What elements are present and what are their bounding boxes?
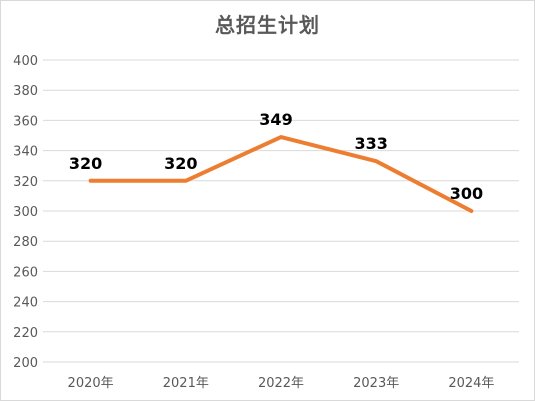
data-label: 300 [450,184,483,203]
data-label: 320 [164,154,197,173]
y-tick-label: 400 [13,54,38,69]
data-label: 320 [69,154,102,173]
series-line [88,135,474,213]
y-tick-label: 240 [13,296,38,311]
x-tick-label: 2022年 [258,376,304,391]
y-tick-label: 260 [13,265,38,280]
y-tick-label: 320 [13,175,38,190]
y-tick-label: 340 [13,145,38,160]
y-tick-label: 380 [13,84,38,99]
y-tick-label: 220 [13,326,38,341]
y-tick-label: 360 [13,114,38,129]
data-label: 349 [259,110,292,129]
data-label: 333 [354,134,387,153]
y-tick-label: 200 [13,356,38,371]
x-tick-label: 2023年 [353,376,399,391]
x-tick-label: 2021年 [163,376,209,391]
y-tick-label: 280 [13,235,38,250]
chart-title: 总招生计划 [215,13,320,37]
x-tick-label: 2020年 [68,376,114,391]
x-tick-label: 2024年 [448,376,494,391]
y-tick-label: 300 [13,205,38,220]
